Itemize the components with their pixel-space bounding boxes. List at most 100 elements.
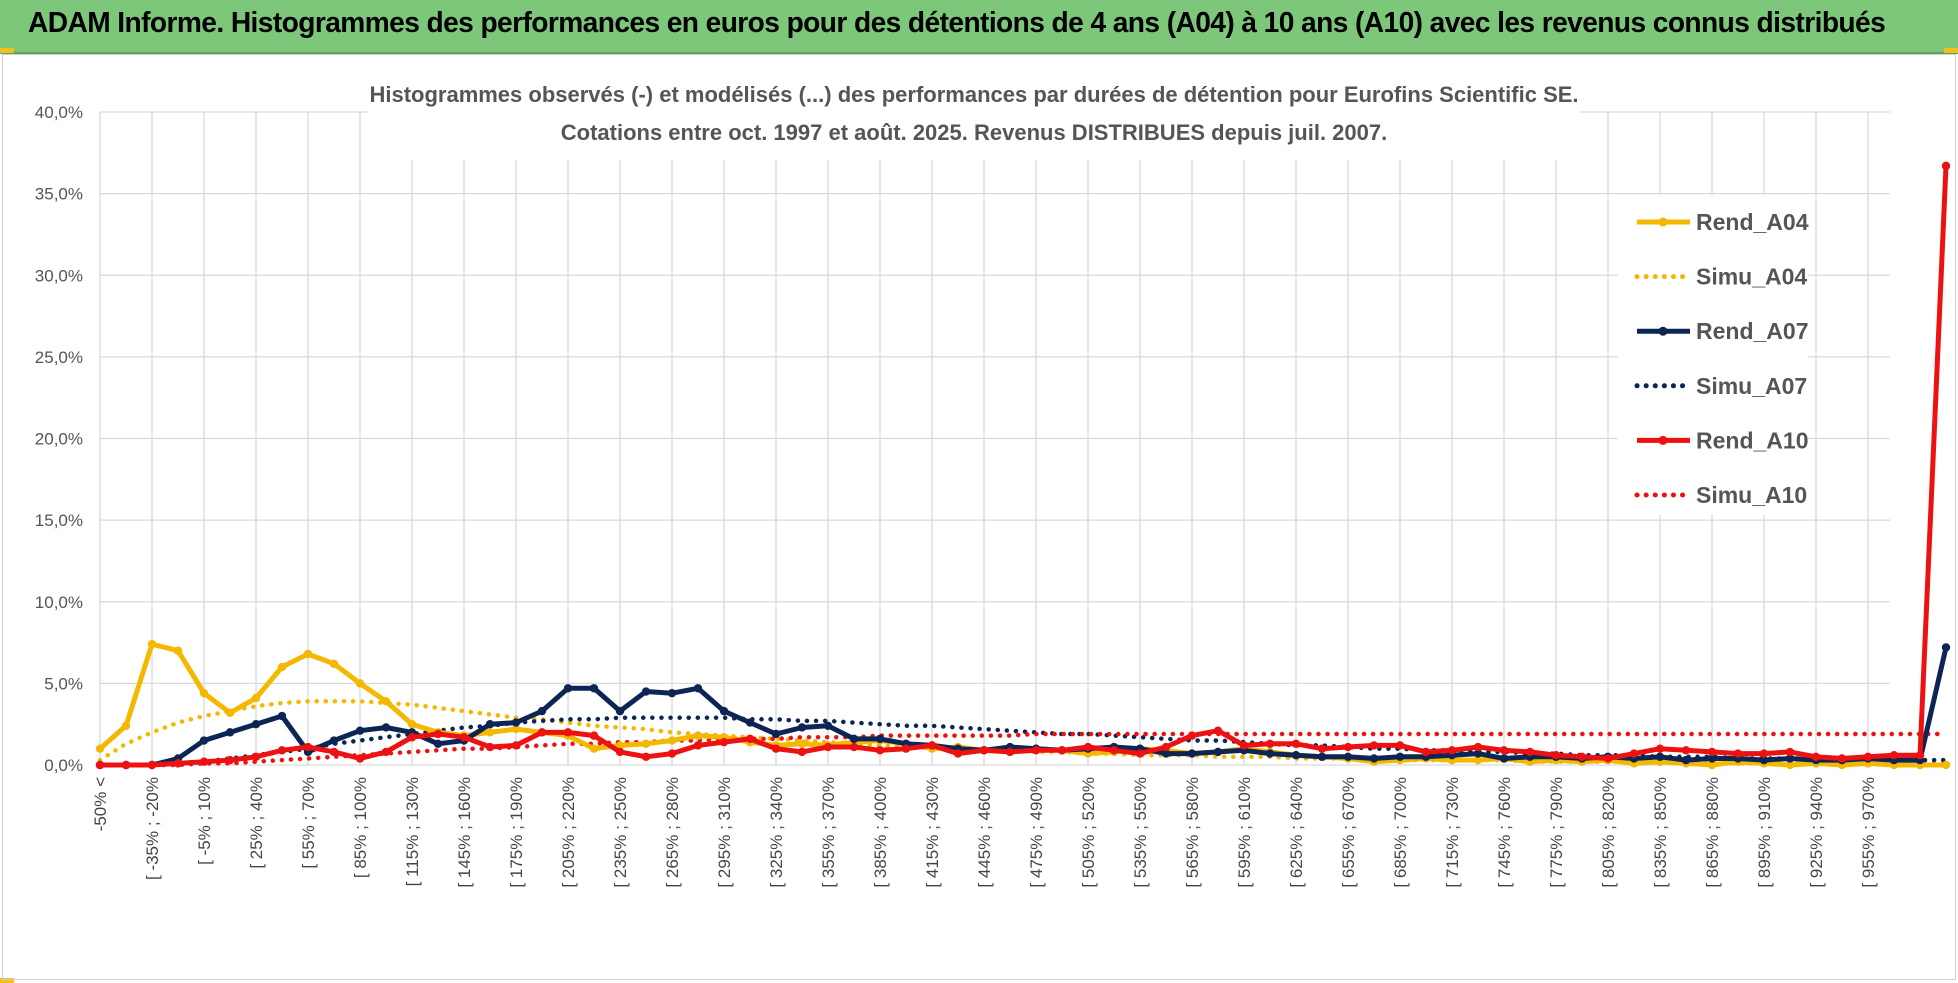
- series-point-rend-a10: [121, 760, 131, 770]
- series-point-rend-a10: [1239, 741, 1249, 750]
- series-point-rend-a10: [459, 733, 469, 742]
- header-title: ADAM Informe. Histogrammes des performan…: [28, 7, 1886, 39]
- series-point-rend-a10: [1499, 746, 1509, 755]
- corner-mark-bottom-left: [0, 978, 14, 983]
- series-point-rend-a07: [355, 726, 365, 735]
- legend-label: Rend_A04: [1696, 209, 1809, 235]
- x-tick-label: [ 895% ; 910%: [1755, 777, 1774, 888]
- series-point-rend-a10: [1837, 754, 1847, 763]
- series-point-rend-a10: [1395, 741, 1405, 750]
- chart-grid: [99, 111, 1890, 766]
- series-point-rend-a10: [355, 754, 365, 763]
- x-tick-label: [ 565% ; 580%: [1183, 777, 1202, 888]
- x-tick-label: [ 595% ; 610%: [1235, 777, 1254, 888]
- y-tick-label: 25,0%: [35, 348, 83, 367]
- series-line-simu-a10: [97, 731, 1949, 768]
- x-tick-label: [ 25% ; 40%: [247, 777, 266, 869]
- series-point-rend-a10: [641, 752, 651, 762]
- y-axis-ticks: 0,0% 5,0% 10,0% 15,0% 20,0% 25,0% 30,0% 35,0% 40…: [35, 103, 83, 775]
- series-point-rend-a07: [563, 684, 573, 693]
- series-line-rend-a10: [100, 165, 1949, 768]
- x-axis-ticks: -50% < [ -35% ; -20% [ -5% ; 10% [ 25% ; 40…: [91, 777, 1878, 888]
- series-point-rend-a04: [1785, 760, 1795, 770]
- x-tick-label: [ 625% ; 640%: [1287, 777, 1306, 888]
- series-point-rend-a10: [1941, 161, 1951, 171]
- series-point-rend-a07: [771, 729, 781, 739]
- series-point-rend-a10: [693, 741, 703, 750]
- series-point-rend-a10: [1109, 746, 1119, 755]
- series-point-rend-a10: [433, 729, 443, 739]
- x-tick-label: [ 925% ; 940%: [1807, 777, 1826, 888]
- series-point-rend-a04: [1707, 760, 1717, 770]
- series-point-rend-a07: [1681, 755, 1691, 765]
- series-point-rend-a07: [589, 684, 599, 693]
- series-point-rend-a10: [615, 747, 625, 757]
- series-point-rend-a04: [1473, 755, 1483, 765]
- y-tick-label: 0,0%: [44, 756, 83, 775]
- x-tick-label: [ 355% ; 370%: [819, 777, 838, 888]
- series-point-rend-a04: [797, 739, 807, 748]
- series-point-rend-a10: [1525, 747, 1535, 757]
- series-point-rend-a10: [1135, 749, 1145, 758]
- series-point-rend-a07: [745, 718, 755, 727]
- series-point-rend-a10: [901, 744, 911, 753]
- series-point-rend-a04: [693, 731, 703, 740]
- corner-mark-left: [0, 48, 14, 53]
- legend-background: [1618, 195, 1808, 515]
- series-point-rend-a07: [1707, 754, 1717, 763]
- series-point-rend-a10: [1421, 747, 1431, 757]
- series-point-rend-a04: [615, 741, 625, 750]
- x-tick-label: [ 955% ; 970%: [1859, 777, 1878, 888]
- series-point-rend-a10: [1031, 746, 1041, 755]
- series-point-rend-a04: [407, 719, 417, 729]
- x-tick-label: [ 655% ; 670%: [1339, 777, 1358, 888]
- y-tick-label: 5,0%: [44, 674, 83, 693]
- series-point-rend-a10: [1447, 746, 1457, 755]
- series-point-rend-a10: [1811, 752, 1821, 762]
- series-point-rend-a07: [381, 723, 391, 732]
- series-point-rend-a10: [1759, 749, 1769, 758]
- y-tick-label: 35,0%: [35, 185, 83, 204]
- series-point-rend-a07: [225, 728, 235, 737]
- series-point-rend-a10: [1655, 744, 1665, 753]
- legend-swatch-marker: [1658, 435, 1668, 445]
- series-point-rend-a04: [251, 693, 261, 703]
- series-point-rend-a10: [1889, 751, 1899, 760]
- x-tick-label: [ 385% ; 400%: [871, 777, 890, 888]
- series-point-rend-a10: [953, 749, 963, 758]
- x-tick-label: [ 805% ; 820%: [1599, 777, 1618, 888]
- series-point-rend-a04: [277, 662, 287, 672]
- series-point-rend-a10: [1473, 742, 1483, 752]
- series-point-rend-a04: [225, 708, 235, 717]
- x-tick-label: [ 835% ; 850%: [1651, 777, 1670, 888]
- series-point-rend-a10: [823, 742, 833, 752]
- x-tick-label: [ 745% ; 760%: [1495, 777, 1514, 888]
- series-point-rend-a07: [1317, 752, 1327, 762]
- x-tick-label: [ 145% ; 160%: [455, 777, 474, 888]
- series-point-rend-a07: [251, 719, 261, 729]
- x-tick-label: [ 85% ; 100%: [351, 777, 370, 878]
- series-point-rend-a10: [1317, 744, 1327, 753]
- series-point-rend-a10: [1005, 747, 1015, 757]
- x-tick-label: [ 295% ; 310%: [715, 777, 734, 888]
- series-point-rend-a10: [719, 737, 729, 747]
- x-tick-label: [ 445% ; 460%: [975, 777, 994, 888]
- series-point-rend-a07: [1291, 751, 1301, 760]
- header-banner: ADAM Informe. Histogrammes des performan…: [0, 0, 1958, 54]
- x-tick-label: [ -5% ; 10%: [195, 777, 214, 865]
- x-tick-label: [ 55% ; 70%: [299, 777, 318, 869]
- series-point-rend-a10: [199, 757, 209, 766]
- series-point-rend-a04: [381, 697, 391, 706]
- series-point-rend-a04: [485, 728, 495, 737]
- series-point-rend-a10: [1369, 741, 1379, 750]
- series-point-rend-a04: [641, 739, 651, 748]
- x-tick-label: [ -35% ; -20%: [143, 777, 162, 880]
- series-line-simu-a07: [97, 715, 1949, 768]
- x-tick-label: [ 505% ; 520%: [1079, 777, 1098, 888]
- series-point-rend-a04: [199, 688, 209, 698]
- series-point-rend-a07: [277, 711, 287, 721]
- series-point-rend-a07: [641, 687, 651, 696]
- chart-frame: [2, 54, 1956, 980]
- series-point-rend-a07: [797, 723, 807, 732]
- series-point-rend-a04: [95, 744, 105, 753]
